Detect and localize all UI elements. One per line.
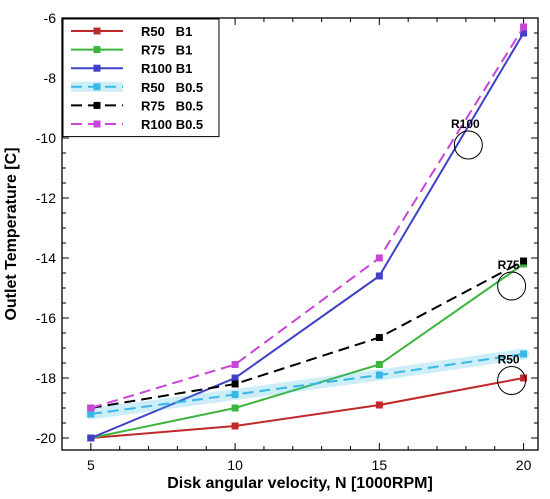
series-line-2 xyxy=(90,32,525,439)
annotation-circle-2 xyxy=(497,366,527,395)
legend-label-0: R50 B1 xyxy=(141,24,192,39)
legend-marker-1 xyxy=(93,46,101,54)
data-point-s2-2 xyxy=(375,272,383,280)
y-tick-label-2: -16 xyxy=(36,310,56,326)
data-point-s5-2 xyxy=(375,254,383,262)
series-line-4 xyxy=(90,260,525,409)
series-line-5 xyxy=(90,26,525,409)
legend-marker-3 xyxy=(93,83,101,91)
data-point-s0-2 xyxy=(375,401,383,409)
data-point-s4-2 xyxy=(375,334,383,341)
x-tick-label-2: 15 xyxy=(372,457,388,473)
series-line-1 xyxy=(90,263,525,439)
legend-marker-2 xyxy=(93,64,101,72)
y-tick-label-1: -18 xyxy=(36,370,56,386)
y-tick-label-6: -8 xyxy=(44,70,57,86)
data-point-s2-0 xyxy=(87,434,95,442)
y-tick-label-4: -12 xyxy=(36,190,56,206)
data-point-s4-3 xyxy=(520,257,528,265)
annotation-label-2: R50 xyxy=(498,353,520,367)
y-tick-label-3: -14 xyxy=(36,250,56,266)
annotation-label-1: R75 xyxy=(498,258,520,272)
legend-label-4: R75 B0.5 xyxy=(141,98,203,113)
plot-frame xyxy=(61,17,539,451)
data-point-s2-1 xyxy=(231,374,239,382)
y-tick-label-7: -6 xyxy=(44,10,57,26)
y-tick-label-0: -20 xyxy=(36,430,56,446)
y-axis-label: Outlet Temperature [C] xyxy=(3,147,20,320)
annotation-label-0: R100 xyxy=(451,117,480,131)
legend-box xyxy=(62,18,220,138)
data-point-s1-1 xyxy=(231,404,239,412)
legend-marker-0 xyxy=(93,27,101,35)
series-line-0 xyxy=(90,377,524,439)
data-point-s3-3 xyxy=(520,350,528,358)
annotation-circle-1 xyxy=(497,271,527,301)
series-line-3 xyxy=(90,353,524,415)
x-tick-label-1: 10 xyxy=(227,457,243,473)
data-point-s0-1 xyxy=(231,422,239,430)
annotation-circle-0 xyxy=(453,130,483,160)
data-point-s3-0 xyxy=(87,410,95,418)
data-point-s5-3 xyxy=(520,23,528,31)
data-point-s4-1 xyxy=(231,380,239,388)
x-axis-label: Disk angular velocity, N [1000RPM] xyxy=(167,475,433,492)
data-point-s5-1 xyxy=(231,361,239,368)
series-glow-3 xyxy=(85,348,530,420)
legend-label-3: R50 B0.5 xyxy=(141,80,203,95)
data-point-s0-3 xyxy=(520,374,528,382)
y-tick-label-5: -10 xyxy=(36,130,56,146)
x-tick-label-0: 5 xyxy=(87,457,95,473)
data-point-s3-2 xyxy=(375,371,383,379)
legend-label-5: R100 B0.5 xyxy=(141,117,203,132)
legend-label-1: R75 B1 xyxy=(141,43,192,58)
data-point-s3-1 xyxy=(231,391,239,398)
legend-label-2: R100 B1 xyxy=(141,61,192,76)
data-point-s1-2 xyxy=(375,361,383,368)
legend-marker-4 xyxy=(93,101,101,109)
x-tick-label-3: 20 xyxy=(516,457,532,473)
data-point-s5-0 xyxy=(87,404,95,412)
legend-marker-5 xyxy=(93,120,101,128)
data-point-s2-3 xyxy=(520,29,528,37)
